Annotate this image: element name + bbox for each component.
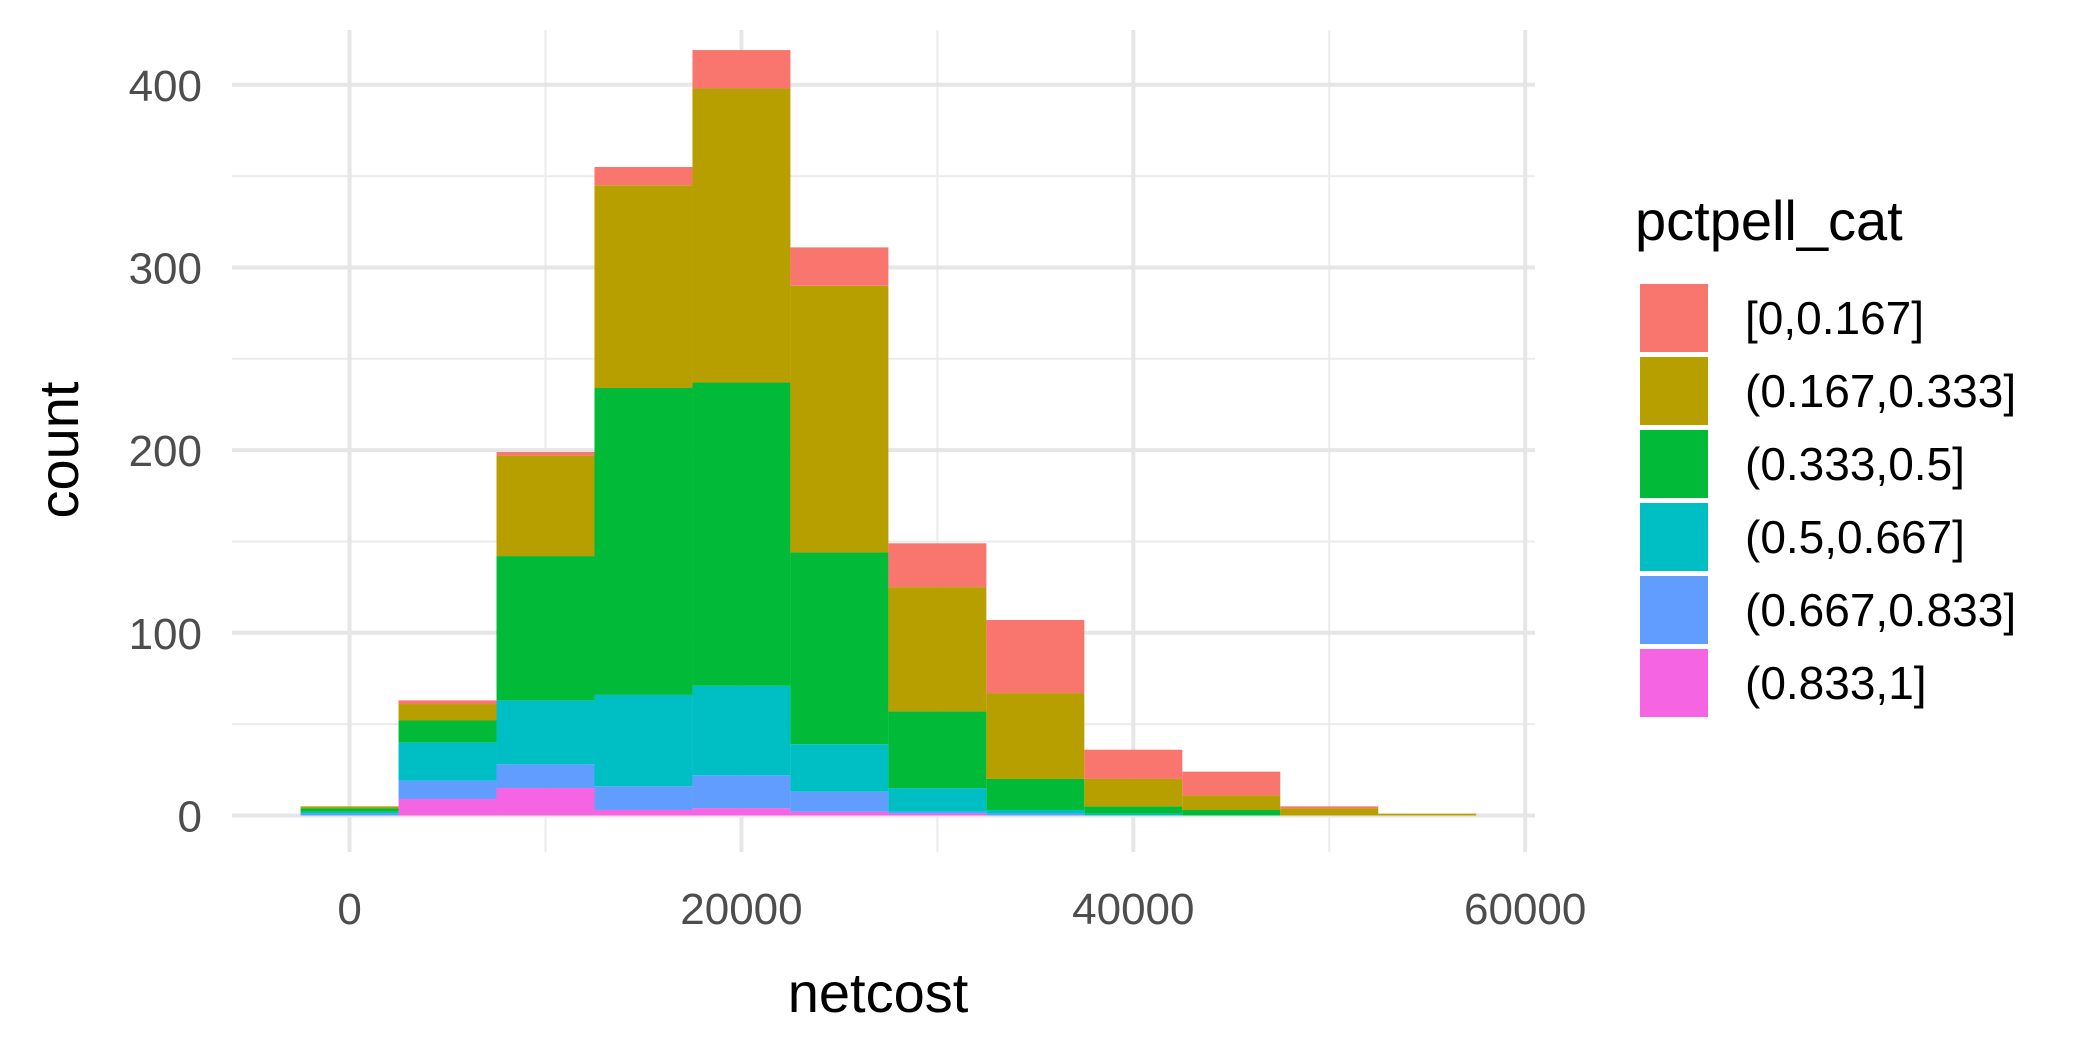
- histogram-bar-segment: [790, 247, 889, 286]
- histogram-bar-segment: [692, 50, 791, 89]
- histogram-bar-segment: [1182, 771, 1281, 796]
- histogram-bar-segment: [1378, 813, 1477, 816]
- y-axis-title: count: [27, 381, 90, 518]
- histogram-bar-segment: [594, 786, 693, 810]
- histogram-bar-segment: [692, 685, 791, 776]
- histogram-bar-segment: [594, 694, 693, 787]
- histogram-bar-segment: [300, 811, 399, 814]
- legend-key: [1640, 430, 1708, 498]
- histogram-bar-segment: [1084, 813, 1183, 816]
- histogram-bar-segment: [692, 382, 791, 686]
- histogram-bar-segment: [790, 791, 889, 812]
- legend-label: [0,0.167]: [1745, 292, 1924, 344]
- legend-label: (0.667,0.833]: [1745, 584, 2016, 636]
- histogram-bar-segment: [398, 704, 497, 721]
- histogram-bar-segment: [300, 813, 399, 816]
- legend-key: [1640, 503, 1708, 571]
- histogram-bar-segment: [594, 185, 693, 389]
- histogram-bar-segment: [888, 811, 987, 814]
- y-tick-label: 400: [129, 62, 202, 111]
- histogram-bar-segment: [1182, 809, 1281, 816]
- histogram-bar-segment: [496, 788, 595, 816]
- histogram-bar-segment: [986, 809, 1085, 814]
- x-tick-label: 40000: [1072, 885, 1194, 934]
- histogram-bar-segment: [398, 780, 497, 800]
- histogram-bar-segment: [1182, 795, 1281, 810]
- y-tick-label: 0: [178, 792, 202, 841]
- legend-label: (0.5,0.667]: [1745, 511, 1965, 563]
- histogram-bar-segment: [790, 552, 889, 745]
- histogram-bar-segment: [790, 285, 889, 553]
- x-axis-tick-labels: 0 20000 40000 60000: [337, 885, 1586, 934]
- legend-key: [1640, 649, 1708, 717]
- histogram-bar-segment: [496, 455, 595, 557]
- legend-label: (0.167,0.333]: [1745, 365, 2016, 417]
- x-tick-label: 60000: [1464, 885, 1586, 934]
- y-tick-label: 200: [129, 427, 202, 476]
- histogram-bar-segment: [1280, 808, 1379, 816]
- histogram-bar-segment: [496, 700, 595, 765]
- histogram-bar-segment: [398, 720, 497, 743]
- legend-key: [1640, 357, 1708, 425]
- histogram-bar-segment: [986, 693, 1085, 779]
- histogram-bars: [300, 50, 1477, 816]
- histogram-bar-segment: [888, 788, 987, 812]
- histogram-bar-segment: [692, 88, 791, 383]
- histogram-bar-segment: [692, 775, 791, 809]
- histogram-bar-segment: [496, 764, 595, 789]
- legend-key: [1640, 284, 1708, 352]
- legend-label: (0.833,1]: [1745, 657, 1927, 709]
- histogram-bar-segment: [594, 167, 693, 186]
- histogram-bar-segment: [888, 813, 987, 816]
- histogram-bar-segment: [398, 799, 497, 816]
- histogram-bar-segment: [594, 809, 693, 816]
- histogram-bar-segment: [496, 556, 595, 701]
- y-tick-label: 300: [129, 244, 202, 293]
- legend: pctpell_cat [0,0.167] (0.167,0.333] (0.333…: [1635, 189, 2016, 717]
- legend-label: (0.333,0.5]: [1745, 438, 1965, 490]
- x-axis-title: netcost: [788, 961, 969, 1024]
- x-tick-label: 20000: [680, 885, 802, 934]
- histogram-bar-segment: [398, 700, 497, 705]
- histogram-bar-segment: [888, 711, 987, 789]
- histogram-bar-segment: [692, 808, 791, 816]
- histogram-bar-segment: [300, 808, 399, 812]
- histogram-bar-segment: [398, 742, 497, 781]
- histogram-bar-segment: [1084, 806, 1183, 814]
- histogram-bar-segment: [888, 587, 987, 712]
- histogram-bar-segment: [986, 620, 1085, 694]
- y-axis-tick-labels: 0 100 200 300 400: [129, 62, 202, 842]
- histogram-bar-segment: [1084, 749, 1183, 779]
- legend-items: [0,0.167] (0.167,0.333] (0.333,0.5] (0.5,0.…: [1640, 284, 2016, 717]
- histogram-bar-segment: [790, 744, 889, 792]
- histogram-bar-segment: [888, 543, 987, 588]
- histogram-bar-segment: [1084, 778, 1183, 807]
- histogram-bar-segment: [986, 778, 1085, 810]
- legend-key: [1640, 576, 1708, 644]
- y-tick-label: 100: [129, 610, 202, 659]
- histogram-bar-segment: [986, 813, 1085, 816]
- histogram-bar-segment: [594, 388, 693, 695]
- histogram-bar-segment: [496, 451, 595, 456]
- x-tick-label: 0: [337, 885, 361, 934]
- legend-title: pctpell_cat: [1635, 189, 1903, 252]
- histogram-bar-segment: [300, 806, 399, 809]
- histogram-bar-segment: [790, 811, 889, 816]
- histogram-bar-segment: [1280, 806, 1379, 809]
